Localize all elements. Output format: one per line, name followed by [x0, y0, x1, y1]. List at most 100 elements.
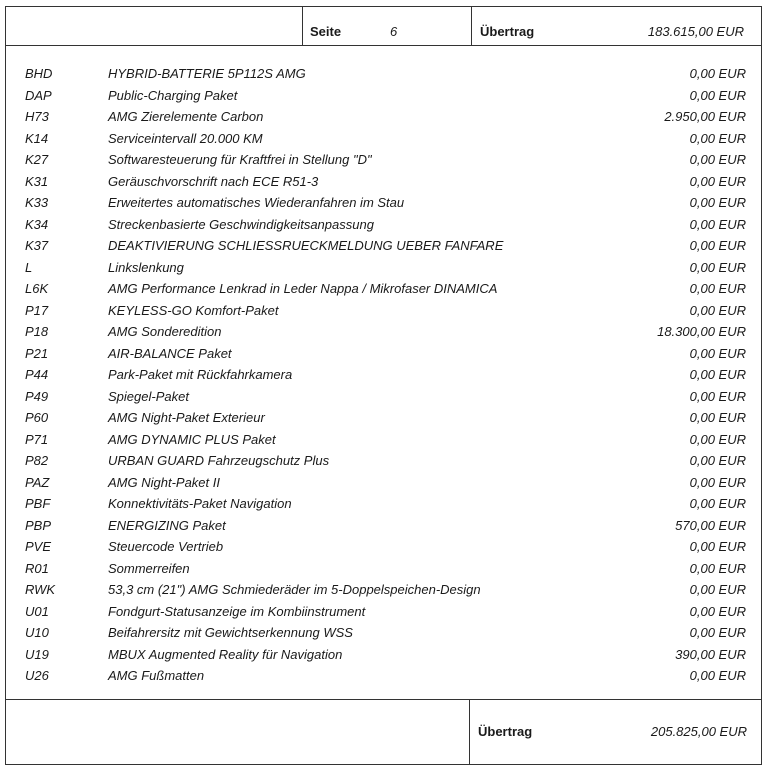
header-row: [5, 6, 762, 46]
item-description: Erweitertes automatisches Wiederanfahren…: [108, 195, 405, 210]
item-code: R01: [25, 560, 49, 576]
item-code: K34: [25, 216, 49, 232]
item-description: Steuercode Vertrieb: [108, 539, 224, 554]
footer-divider: [469, 699, 470, 765]
item-description: Geräuschvorschrift nach ECE R51-3: [108, 173, 319, 189]
list-item: K27 Softwaresteuerung für Kraftfrei in St…: [0, 152, 767, 173]
item-code: P82: [25, 453, 49, 468]
item-price: 0,00 EUR: [689, 474, 746, 490]
list-item: PAZ AMG Night-Paket II 0,00 EUR: [0, 475, 767, 496]
item-code: H73: [25, 109, 49, 124]
item-code: K31: [25, 173, 49, 189]
item-description: Spiegel-Paket: [108, 388, 189, 404]
item-code: PAZ: [25, 474, 50, 490]
item-code: P21: [25, 345, 49, 361]
item-code: P17: [25, 302, 49, 318]
header-divider: [302, 6, 303, 46]
item-code: K27: [25, 152, 49, 167]
list-item: U26 AMG Fußmatten 0,00 EUR: [0, 668, 767, 689]
item-price: 0,00 EUR: [689, 66, 746, 81]
page-number: 6: [390, 24, 398, 39]
list-item: P17 KEYLESS-GO Komfort-Paket 0,00 EUR: [0, 303, 767, 324]
list-item: PVE Steuercode Vertrieb 0,00 EUR: [0, 539, 767, 560]
list-item: H73 AMG Zierelemente Carbon 2.950,00 EUR: [0, 109, 767, 130]
item-price: 0,00 EUR: [689, 560, 746, 576]
list-item: BHD HYBRID-BATTERIE 5P112S AMG 0,00 EUR: [0, 66, 767, 87]
item-description: Softwaresteuerung für Kraftfrei in Stell…: [108, 152, 372, 167]
item-price: 18.300,00 EUR: [657, 324, 746, 339]
item-description: Park-Paket mit Rückfahrkamera: [108, 367, 293, 382]
list-item: K31 Geräuschvorschrift nach ECE R51-3 0,00…: [0, 174, 767, 195]
item-description: AMG Zierelemente Carbon: [108, 109, 264, 124]
item-code: P71: [25, 431, 49, 447]
list-item: K14 Serviceintervall 20.000 KM 0,00 EUR: [0, 131, 767, 152]
item-price: 0,00 EUR: [689, 496, 746, 511]
item-code: P49: [25, 388, 49, 404]
footer-row: [5, 699, 762, 765]
item-code: RWK: [25, 582, 56, 597]
item-code: L: [25, 259, 33, 275]
list-item: P82 URBAN GUARD Fahrzeugschutz Plus 0,00 E…: [0, 453, 767, 474]
item-code: BHD: [25, 66, 53, 81]
header-divider: [471, 6, 472, 46]
item-code: U26: [25, 668, 49, 683]
item-price: 2.950,00 EUR: [664, 109, 746, 124]
item-code: PBF: [25, 496, 51, 511]
item-price: 0,00 EUR: [689, 216, 746, 232]
item-price: 0,00 EUR: [689, 130, 746, 146]
item-code: DAP: [25, 87, 52, 103]
item-code: K14: [25, 130, 49, 146]
item-description: AMG Fußmatten: [108, 668, 205, 683]
footer-carry-label: Übertrag: [478, 724, 533, 739]
item-description: Streckenbasierte Geschwindigkeitsanpassu…: [108, 216, 374, 232]
list-item: P60 AMG Night-Paket Exterieur 0,00 EUR: [0, 410, 767, 431]
item-description: MBUX Augmented Reality für Navigation: [108, 646, 343, 662]
list-item: DAP Public-Charging Paket 0,00 EUR: [0, 88, 767, 109]
item-description: AMG DYNAMIC PLUS Paket: [108, 431, 276, 447]
list-item: K37 DEAKTIVIERUNG SCHLIESSRUECKMELDUNG UE…: [0, 238, 767, 259]
item-price: 0,00 EUR: [689, 367, 746, 382]
list-item: K33 Erweitertes automatisches Wiederanfah…: [0, 195, 767, 216]
list-item: U10 Beifahrersitz mit Gewichtserkennung W…: [0, 625, 767, 646]
item-code: PBP: [25, 517, 52, 533]
item-code: P18: [25, 324, 49, 339]
item-price: 0,00 EUR: [689, 195, 746, 210]
item-description: URBAN GUARD Fahrzeugschutz Plus: [108, 453, 330, 468]
item-description: Sommerreifen: [108, 560, 190, 576]
item-price: 0,00 EUR: [689, 539, 746, 554]
list-item: PBP ENERGIZING Paket 570,00 EUR: [0, 518, 767, 539]
item-code: U10: [25, 625, 49, 640]
item-description: Fondgurt-Statusanzeige im Kombiinstrumen…: [108, 603, 366, 619]
item-description: Public-Charging Paket: [108, 87, 238, 103]
document-frame: [5, 6, 762, 765]
list-item: L6K AMG Performance Lenkrad in Leder Napp…: [0, 281, 767, 302]
item-description: Konnektivitäts-Paket Navigation: [108, 496, 292, 511]
list-item: R01 Sommerreifen 0,00 EUR: [0, 561, 767, 582]
page-label: Seite: [310, 24, 342, 39]
item-description: Serviceintervall 20.000 KM: [108, 130, 263, 146]
list-item: P21 AIR-BALANCE Paket 0,00 EUR: [0, 346, 767, 367]
item-description: KEYLESS-GO Komfort-Paket: [108, 302, 279, 318]
item-code: L6K: [25, 281, 49, 296]
list-item: K34 Streckenbasierte Geschwindigkeitsanpa…: [0, 217, 767, 238]
item-price: 0,00 EUR: [689, 453, 746, 468]
list-item: U19 MBUX Augmented Reality für Navigation…: [0, 647, 767, 668]
item-price: 0,00 EUR: [689, 302, 746, 318]
item-price: 570,00 EUR: [675, 517, 746, 533]
item-price: 0,00 EUR: [689, 173, 746, 189]
item-price: 0,00 EUR: [689, 582, 746, 597]
item-description: 53,3 cm (21") AMG Schmiederäder im 5-Dop…: [108, 582, 481, 597]
list-item: P18 AMG Sonderedition 18.300,00 EUR: [0, 324, 767, 345]
item-description: Beifahrersitz mit Gewichtserkennung WSS: [108, 625, 353, 640]
item-description: AIR-BALANCE Paket: [108, 345, 232, 361]
item-price: 0,00 EUR: [689, 345, 746, 361]
item-description: Linkslenkung: [108, 259, 184, 275]
item-price: 0,00 EUR: [689, 152, 746, 167]
item-price: 0,00 EUR: [689, 668, 746, 683]
carry-over-value: 183.615,00 EUR: [647, 24, 744, 39]
carry-over-label: Übertrag: [480, 24, 535, 39]
item-price: 0,00 EUR: [689, 431, 746, 447]
item-price: 0,00 EUR: [689, 259, 746, 275]
item-code: K33: [25, 195, 49, 210]
item-price: 0,00 EUR: [689, 625, 746, 640]
